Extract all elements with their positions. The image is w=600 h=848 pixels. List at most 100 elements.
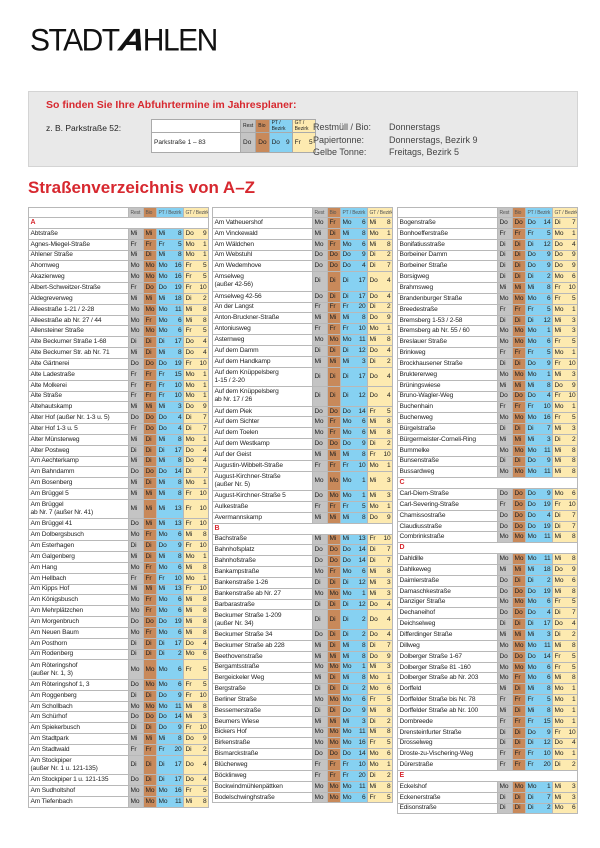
bio-day: Mi [143,583,157,596]
gt-day: Mi [552,553,567,565]
table-row: Auf dem Toelen Mo Fr Mo 6 Mi 8 [212,427,394,440]
pt-day: Mo [525,531,542,544]
gt-district: 6 [566,802,579,815]
gt-district: 7 [381,639,394,652]
bio-day: Fr [143,368,157,381]
table-row: Auf der Geist Mi Mi Mi 8 Fr 10 [212,449,394,461]
pt-day: Mi [525,564,542,576]
pt-day: Mo [340,217,357,229]
gt-district: 8 [197,594,210,607]
table-row: Dolberger Straße ab Nr. 203 Mo Fr Mo 6 Mi 8 [397,672,579,685]
table-row: Aulkestraße Fr Fr Fr 5 Mo 1 [212,501,394,513]
bio-day: Di [327,290,341,303]
gt-day: Fr [183,583,198,596]
pt-district: 13 [172,583,184,596]
bio-day: Mo [327,726,341,739]
pt-day: Mo [156,529,173,542]
bio-day: Fr [143,605,157,618]
table-row: Am Spiekerbusch Di Di Do 9 Fr 10 [28,722,210,735]
pt-district: 6 [541,661,553,674]
pt-day: Mi [525,433,542,446]
pt-district: 12 [541,238,553,251]
gt-district: 9 [381,650,394,663]
street-name: Am Webstuhl [212,249,313,262]
bio-day: Mi [512,282,526,294]
rest-day: Do [128,711,144,724]
rest-day: Mi [497,629,513,641]
gt-district: 4 [381,290,394,303]
street-name: Buchenweg [397,412,498,425]
rest-header: Rest [497,207,513,218]
gt-day: Fr [367,791,382,804]
gt-district: 2 [381,355,394,368]
gt-day: Mo [183,249,198,262]
table-row: Am Dolbergsbusch Mo Fr Mo 6 Mi 8 [28,529,210,542]
pt-district: 8 [172,550,184,563]
pt-district: 8 [541,379,553,392]
rest-day: Fr [312,323,328,336]
bio-day: Di [512,455,526,468]
pt-day: Mi [156,401,173,414]
table-row: Bonhoefferstraße Fr Fr Fr 5 Mo 1 [397,227,579,240]
street-name: Auf dem Knüppelsberg ab Nr. 17 / 26 [212,386,313,407]
pt-day: Mi [156,583,173,596]
pt-district: 8 [356,449,368,461]
bio-day: Di [143,550,157,563]
street-name: Bodelschwinghstraße [212,791,313,804]
gt-district: 9 [566,379,579,392]
pt-district: 9 [541,249,553,262]
table-row: Auf dem Sichter Mo Fr Mo 6 Mi 8 [212,416,394,429]
section-letter-row: C [396,477,579,490]
pt-district: 8 [356,672,368,685]
pt-day: Mo [525,596,542,609]
gt-day: Mo [552,748,567,761]
pt-district: 18 [541,564,553,576]
gt-day: Fr [552,357,567,370]
header-blank [28,207,129,218]
pt-district: 19 [541,520,553,533]
rest-day: Do [497,520,513,533]
table-row: Dürerstraße Fr Fr Fr 20 Di 2 [397,759,579,772]
street-name: Dillweg [397,639,498,652]
pt-day: Mi [340,312,357,325]
street-name: Bankampstraße [212,566,313,578]
street-name: Alte Gärtnerei [28,357,129,370]
street-name: Am Neuen Baum [28,626,129,639]
bio-day: Fr [327,769,341,782]
table-row: Bodelschwinghstraße Mo Mo Mo 6 Fr 5 [212,791,394,804]
gt-district: 10 [566,726,579,739]
street-name: Avermannskamp [212,511,313,524]
street-name: August-Kirchner-Straße (außer Nr. 5) [212,470,313,492]
gt-district: 9 [381,511,394,524]
pt-day: Do [525,726,542,739]
rest-day: Mi [497,704,513,717]
gt-district: 10 [197,689,210,702]
gt-day: Di [367,260,382,273]
bio-day: Di [512,726,526,739]
gt-day: Do [367,628,382,641]
pt-day: Di [525,238,542,251]
table-row: Am Kipps Hof Mi Mi Mi 13 Fr 10 [28,583,210,596]
table-row: Am Vinckewald Mi Di Mi 8 Mo 1 [212,227,394,240]
rest-day: Di [312,598,328,611]
example-row: Parkstraße 1 – 83 Do Do Do 9 Fr 5 [151,132,316,153]
table-row: August-Kirchner-Straße 5 Do Mo Mo 1 Mi 3 [212,490,394,503]
rest-day: Mi [128,347,144,359]
pt-day: Mo [340,566,357,578]
gt-district: 1 [381,759,394,771]
pt-day: Fr [525,715,542,728]
bio-day: Mo [512,466,526,479]
rest-day: Di [128,540,144,552]
street-name: Bunsenstraße [397,455,498,468]
section-letter-row: A [27,217,210,229]
street-name: Dorffelder Straße ab Nr. 100 [397,704,498,717]
street-name: Brockhausener Straße [397,357,498,370]
table-row: Beumers Wiese Mi Mi Mi 3 Di 2 [212,715,394,728]
gt-district: 1 [197,572,210,585]
bio-day: Fr [512,303,526,316]
gt-district: 3 [381,587,394,600]
gt-day: Fr [183,271,198,284]
table-row: Anton-Bruckner-Straße Mi Mi Mi 8 Do 9 [212,312,394,325]
pt-day: Fr [156,379,173,392]
street-name: Beckumer Straße 1-209 (außer Nr. 34) [212,609,313,630]
